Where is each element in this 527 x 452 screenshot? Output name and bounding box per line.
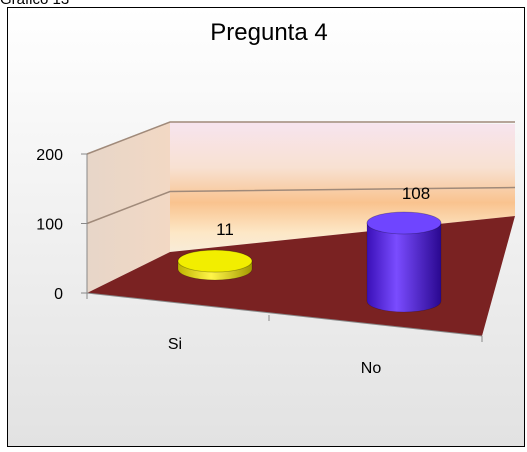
bar-top (366, 211, 442, 235)
gridlines (86, 121, 516, 225)
bar-body (366, 222, 442, 313)
bar-no: 108 (366, 184, 442, 313)
figure-caption: Gráfico 13 (0, 0, 69, 8)
gridline-100 (86, 186, 516, 225)
value-axis (81, 153, 483, 342)
data-label: 11 (216, 220, 234, 239)
value-tick-labels: 0 100 200 (36, 147, 63, 303)
value-tick-label: 0 (54, 286, 63, 303)
gridline-200 (86, 121, 515, 155)
bar-si: 11 (177, 220, 253, 281)
data-label: 108 (402, 184, 430, 203)
chart-title: Pregunta 4 (210, 19, 327, 46)
chart-frame: Pregunta 4 0 100 200 11 108 Si No (7, 7, 525, 447)
bar-top (177, 249, 253, 273)
category-label-si: Si (168, 336, 182, 353)
category-label-no: No (361, 360, 382, 377)
value-tick-label: 200 (36, 147, 63, 164)
value-tick-label: 100 (36, 217, 63, 234)
category-labels: Si No (168, 336, 381, 377)
category-axis-line (86, 292, 483, 337)
chart-svg: Pregunta 4 0 100 200 11 108 Si No (7, 7, 525, 447)
data-marks: 11 108 (177, 184, 442, 313)
